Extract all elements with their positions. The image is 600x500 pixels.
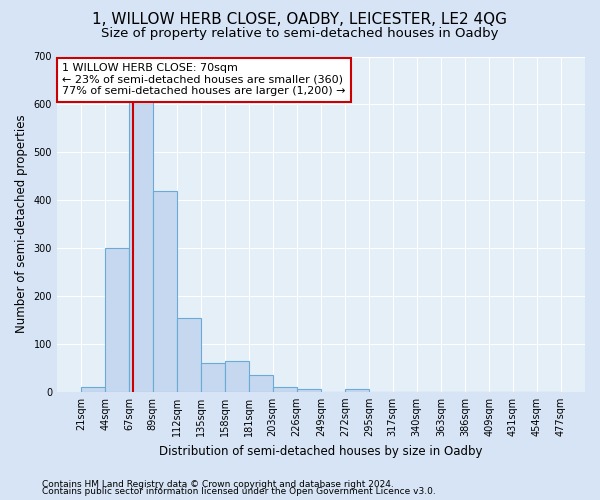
Bar <box>345 390 370 392</box>
Text: 1, WILLOW HERB CLOSE, OADBY, LEICESTER, LE2 4QG: 1, WILLOW HERB CLOSE, OADBY, LEICESTER, … <box>92 12 508 28</box>
Bar <box>225 360 250 392</box>
Bar <box>81 387 105 392</box>
Bar <box>152 190 177 392</box>
Text: 1 WILLOW HERB CLOSE: 70sqm
← 23% of semi-detached houses are smaller (360)
77% o: 1 WILLOW HERB CLOSE: 70sqm ← 23% of semi… <box>62 63 346 96</box>
Bar <box>105 248 130 392</box>
Bar <box>297 390 321 392</box>
X-axis label: Distribution of semi-detached houses by size in Oadby: Distribution of semi-detached houses by … <box>159 444 483 458</box>
Bar <box>250 375 272 392</box>
Bar <box>201 363 225 392</box>
Y-axis label: Number of semi-detached properties: Number of semi-detached properties <box>15 115 28 334</box>
Text: Size of property relative to semi-detached houses in Oadby: Size of property relative to semi-detach… <box>101 28 499 40</box>
Text: Contains public sector information licensed under the Open Government Licence v3: Contains public sector information licen… <box>42 488 436 496</box>
Text: Contains HM Land Registry data © Crown copyright and database right 2024.: Contains HM Land Registry data © Crown c… <box>42 480 394 489</box>
Bar <box>272 387 297 392</box>
Bar <box>177 318 201 392</box>
Bar <box>130 85 152 392</box>
